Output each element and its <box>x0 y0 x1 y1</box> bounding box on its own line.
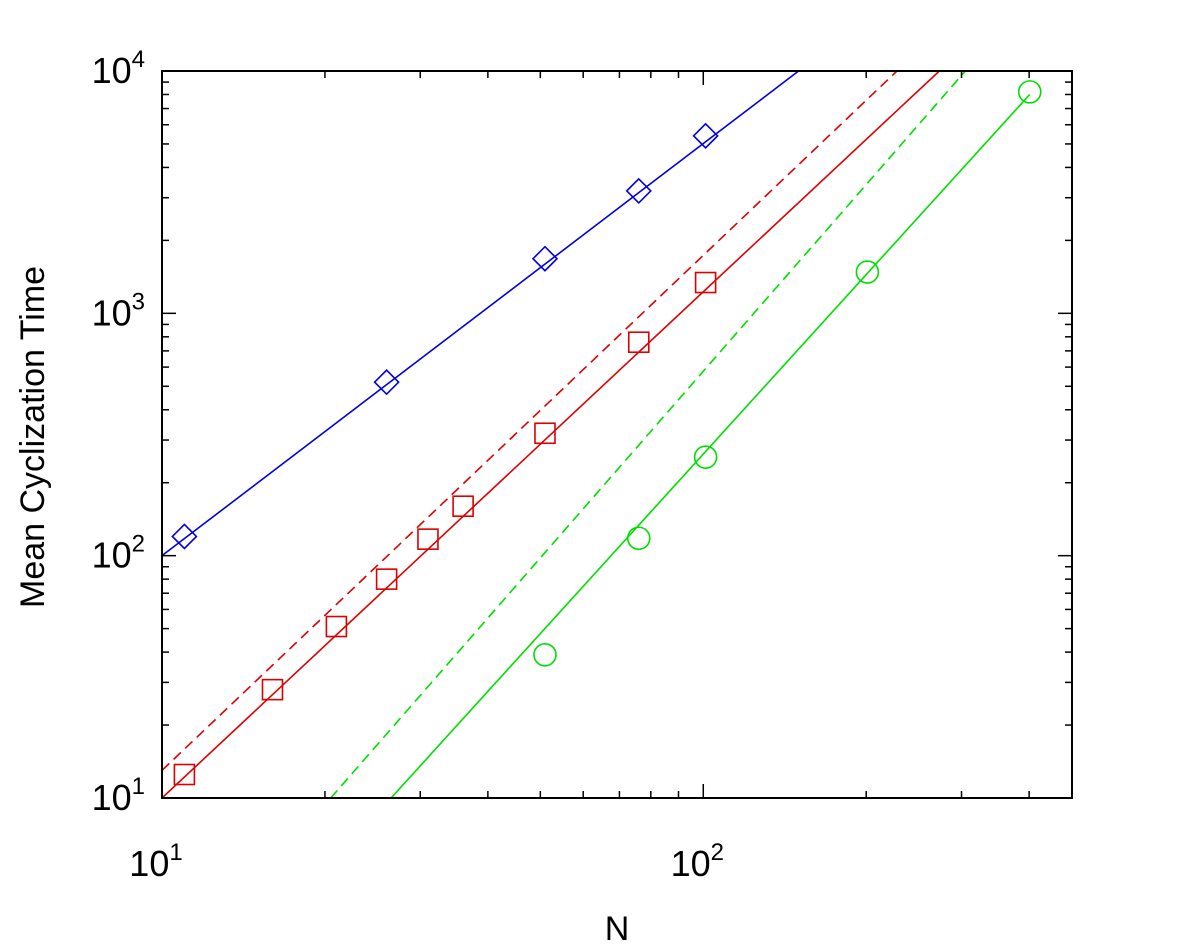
series-2-point <box>452 495 474 518</box>
series-1-solid-line <box>162 71 800 557</box>
x-tick-label: 102 <box>671 839 724 884</box>
series-2-solid-line <box>162 71 940 798</box>
plot-frame <box>161 70 1073 799</box>
series-2-dashed-line <box>162 71 898 771</box>
series-2-point <box>261 678 284 701</box>
series-3-point <box>693 445 718 469</box>
series-2-point <box>417 528 439 550</box>
y-tick-label: 101 <box>92 773 145 818</box>
series-1-point <box>373 369 400 396</box>
series-2-point <box>534 422 556 445</box>
series-2-point <box>694 271 717 294</box>
series-3-point <box>855 260 880 284</box>
plot-markers <box>171 80 1042 786</box>
x-axis-label: N <box>605 910 630 948</box>
plot-lines <box>162 71 1031 798</box>
x-tick-label: 101 <box>129 839 182 884</box>
series-2-point <box>627 331 650 354</box>
series-1-point <box>531 245 559 272</box>
tick-labels: 101 102 101 102 103 104 <box>92 46 724 884</box>
axis-ticks <box>161 70 1072 799</box>
series-3-point <box>1017 80 1042 104</box>
series-1-point <box>625 177 652 205</box>
series-3-solid-line <box>390 93 1031 798</box>
y-tick-label: 102 <box>92 531 145 576</box>
series-3-dashed-line <box>330 71 967 798</box>
y-tick-label: 103 <box>92 288 145 333</box>
series-1-point <box>692 122 719 149</box>
series-2-point <box>375 568 398 590</box>
series-3-point <box>533 642 557 667</box>
series-1-point <box>171 523 198 550</box>
series-3-point <box>626 526 651 551</box>
series-2-point <box>173 763 196 786</box>
y-axis-label: Mean Cyclization Time <box>14 266 52 608</box>
series-2-point <box>325 615 348 638</box>
y-tick-label: 104 <box>92 46 145 91</box>
